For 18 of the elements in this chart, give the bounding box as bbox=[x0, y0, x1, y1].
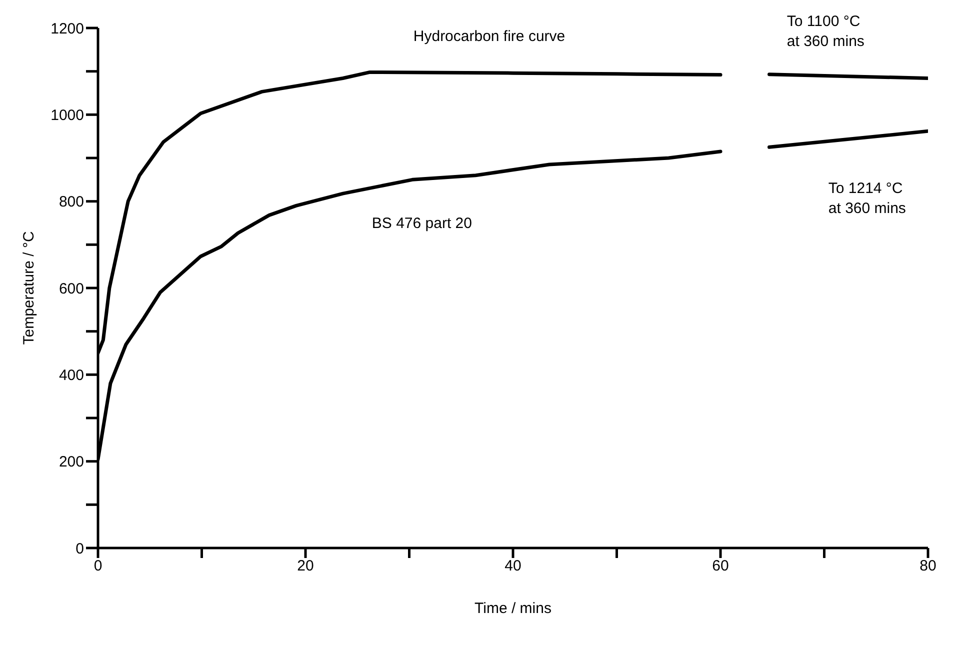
y-tick-label: 800 bbox=[58, 194, 84, 211]
y-tick-label: 200 bbox=[58, 454, 84, 471]
y-tick-label: 600 bbox=[58, 280, 84, 298]
x-tick-label: 80 bbox=[920, 558, 936, 575]
x-tick-label: 40 bbox=[504, 558, 522, 575]
y-tick-label: 400 bbox=[58, 366, 84, 384]
series-label: Hydrocarbon fire curve bbox=[413, 28, 566, 45]
y-tick-label: 1000 bbox=[50, 106, 84, 124]
y-tick-label: 0 bbox=[76, 540, 84, 558]
y-tick-label: 1200 bbox=[50, 20, 84, 38]
x-axis-title: Time / mins bbox=[474, 600, 552, 617]
y-axis-title: Temperature / °C bbox=[20, 231, 38, 345]
annotation: To 1214 °C at 360 mins bbox=[828, 178, 906, 219]
annotation: To 1100 °C at 360 mins bbox=[786, 12, 864, 52]
x-tick-label: 20 bbox=[297, 558, 314, 575]
x-tick-label: 0 bbox=[94, 558, 102, 575]
series-label: BS 476 part 20 bbox=[372, 215, 472, 232]
x-tick-label: 60 bbox=[712, 558, 729, 575]
